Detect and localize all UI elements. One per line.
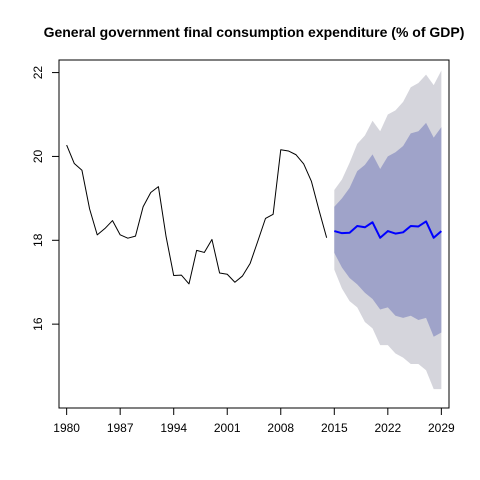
x-tick-label: 2015 <box>321 421 348 435</box>
y-tick-label: 20 <box>31 149 45 163</box>
x-tick-label: 1980 <box>53 421 80 435</box>
plot-frame <box>58 59 450 409</box>
x-tick-label: 2029 <box>428 421 455 435</box>
series-line-history <box>66 144 328 285</box>
series-lines <box>66 144 443 285</box>
x-tick-label: 2008 <box>267 421 294 435</box>
y-tick-label: 22 <box>31 66 45 80</box>
chart-title: General government final consumption exp… <box>44 24 465 40</box>
x-tick-label: 2001 <box>214 421 241 435</box>
y-tick-label: 16 <box>31 317 45 331</box>
x-tick-label: 1987 <box>107 421 134 435</box>
x-tick-label: 1994 <box>160 421 187 435</box>
band-80 <box>334 122 442 337</box>
y-tick-label: 18 <box>31 233 45 247</box>
forecast-bands <box>334 70 442 390</box>
x-tick-label: 2022 <box>374 421 401 435</box>
series-line-forecast_mean <box>334 220 443 239</box>
